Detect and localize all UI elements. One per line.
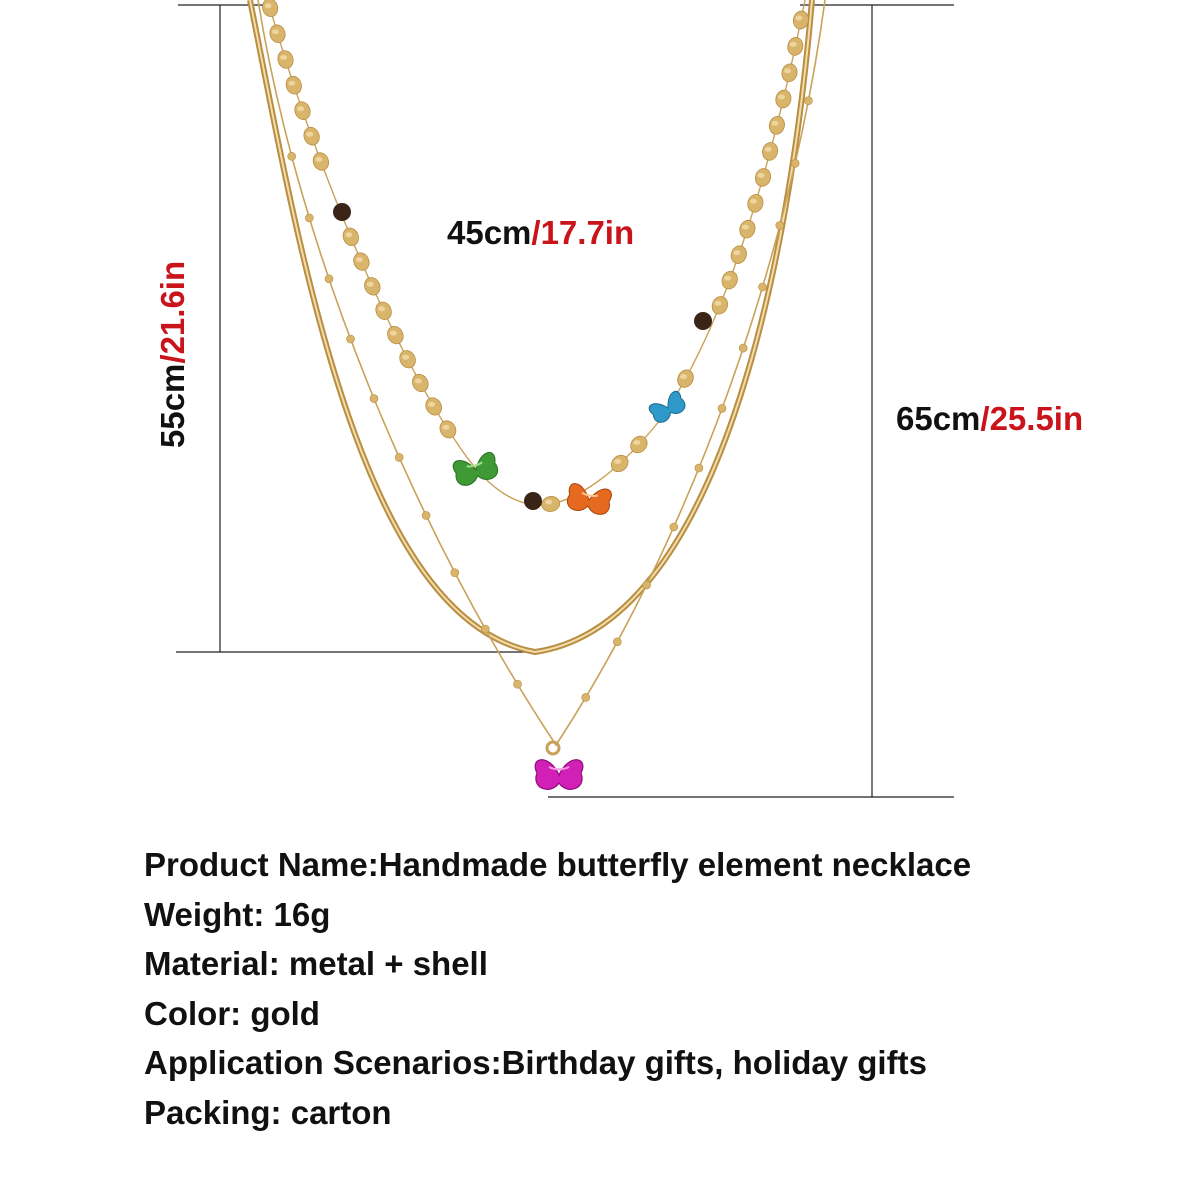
chain-ball [287, 152, 297, 161]
snake-chain [247, 0, 815, 656]
length-long-label: 65cm/25.5in [896, 400, 1083, 438]
chain-ball [421, 511, 431, 520]
sequin-highlight [355, 257, 363, 263]
pink-butterfly-pendant [534, 759, 584, 790]
sequin-highlight [741, 224, 749, 230]
spec-value: Birthday gifts, holiday gifts [501, 1044, 927, 1081]
blue-butterfly [648, 390, 686, 423]
pendant-bail [545, 740, 561, 756]
sequin-highlight [633, 440, 641, 445]
chain-ball [346, 334, 355, 344]
chain-ball [775, 221, 785, 230]
chain-ball [513, 679, 522, 689]
chain-ball [581, 693, 591, 702]
sequin-discs [262, 0, 809, 512]
length-long-imperial: /25.5in [980, 400, 1084, 437]
spec-packing: Packing: carton [144, 1088, 971, 1138]
chain-ball [669, 522, 679, 532]
sequin-highlight [428, 401, 436, 407]
sequin-highlight [288, 80, 296, 86]
chain-ball [304, 213, 314, 223]
sequin-highlight [402, 354, 410, 360]
spec-label: Application Scenarios: [144, 1044, 502, 1081]
sequin-highlight [378, 306, 386, 312]
chain-ball [758, 282, 767, 292]
length-short-imperial: /17.7in [531, 214, 635, 251]
necklace-figure [176, 0, 954, 798]
orange-butterfly [567, 483, 612, 515]
chain-ball [717, 404, 727, 413]
sequin-highlight [414, 378, 422, 384]
dark-bead-center [524, 492, 542, 510]
chain-ball [480, 624, 490, 634]
chain-ball [612, 637, 622, 647]
length-short-label: 45cm/17.7in [447, 214, 634, 252]
sequin-disc [262, 0, 279, 18]
sequin-highlight [389, 330, 397, 336]
chain-ball [324, 274, 334, 284]
sequin-highlight [442, 424, 450, 430]
spec-weight: Weight: 16g [144, 890, 971, 940]
ball-chain-beads [287, 96, 813, 702]
sequin-highlight [545, 499, 553, 505]
chain-ball [642, 580, 651, 590]
spec-application: Application Scenarios:Birthday gifts, ho… [144, 1038, 971, 1088]
spec-value: metal + shell [288, 945, 488, 982]
chain-ball [369, 394, 379, 403]
green-butterfly [452, 452, 499, 486]
sequin-highlight [297, 106, 304, 112]
spec-value: gold [250, 994, 320, 1032]
spec-value: Handmade butterfly element necklace [378, 846, 972, 883]
sequin-highlight [315, 157, 323, 162]
chain-ball [738, 343, 748, 353]
chain-ball [790, 159, 800, 168]
sequin-highlight [771, 120, 779, 126]
sequin-highlight [614, 459, 622, 464]
length-short-metric: 45cm [447, 214, 532, 251]
sequin-highlight [345, 232, 353, 238]
sequin-highlight [733, 250, 741, 256]
spec-label: Packing: [144, 1093, 291, 1131]
ball-chain [257, 0, 826, 747]
spec-label: Product Name: [144, 846, 379, 883]
spec-product-name: Product Name:Handmade butterfly element … [144, 840, 971, 890]
sequin-highlight [306, 131, 314, 137]
dimension-guides [176, 4, 954, 798]
sequin-highlight [795, 15, 803, 21]
sequin-highlight [784, 68, 791, 74]
spec-label: Color: [144, 994, 251, 1032]
spec-color: Color: gold [144, 989, 971, 1039]
chain-ball [804, 96, 813, 105]
sequin-highlight [749, 198, 757, 204]
product-specs: Product Name:Handmade butterfly element … [144, 840, 971, 1137]
spec-label: Weight: [144, 895, 274, 933]
length-long-metric: 65cm [896, 400, 981, 437]
spec-value: 16g [273, 895, 331, 933]
sequin-highlight [366, 281, 374, 287]
chain-ball [450, 568, 460, 578]
spec-value: carton [290, 1093, 392, 1131]
sequin-highlight [272, 29, 279, 35]
sequin-highlight [714, 300, 722, 306]
sequin-highlight [280, 55, 287, 60]
spec-label: Material: [144, 945, 289, 982]
length-medium-metric: 55cm [154, 363, 191, 448]
dark-bead-right [694, 312, 712, 330]
sequin-chain [267, 0, 806, 506]
sequin-highlight [777, 94, 785, 100]
dark-bead-left [333, 203, 351, 221]
sequin-highlight [680, 374, 687, 380]
length-medium-label: 55cm/21.6in [154, 261, 192, 448]
necklace-illustration [176, 0, 954, 798]
sequin-highlight [724, 275, 732, 281]
length-medium-imperial: /21.6in [154, 260, 191, 364]
sequin-highlight [764, 146, 772, 152]
sequin-highlight [789, 41, 797, 47]
chain-ball [394, 453, 404, 462]
chain-ball [694, 463, 704, 473]
spec-material: Material: metal + shell [144, 939, 971, 989]
sequin-highlight [757, 172, 765, 178]
sequin-highlight [264, 3, 272, 9]
